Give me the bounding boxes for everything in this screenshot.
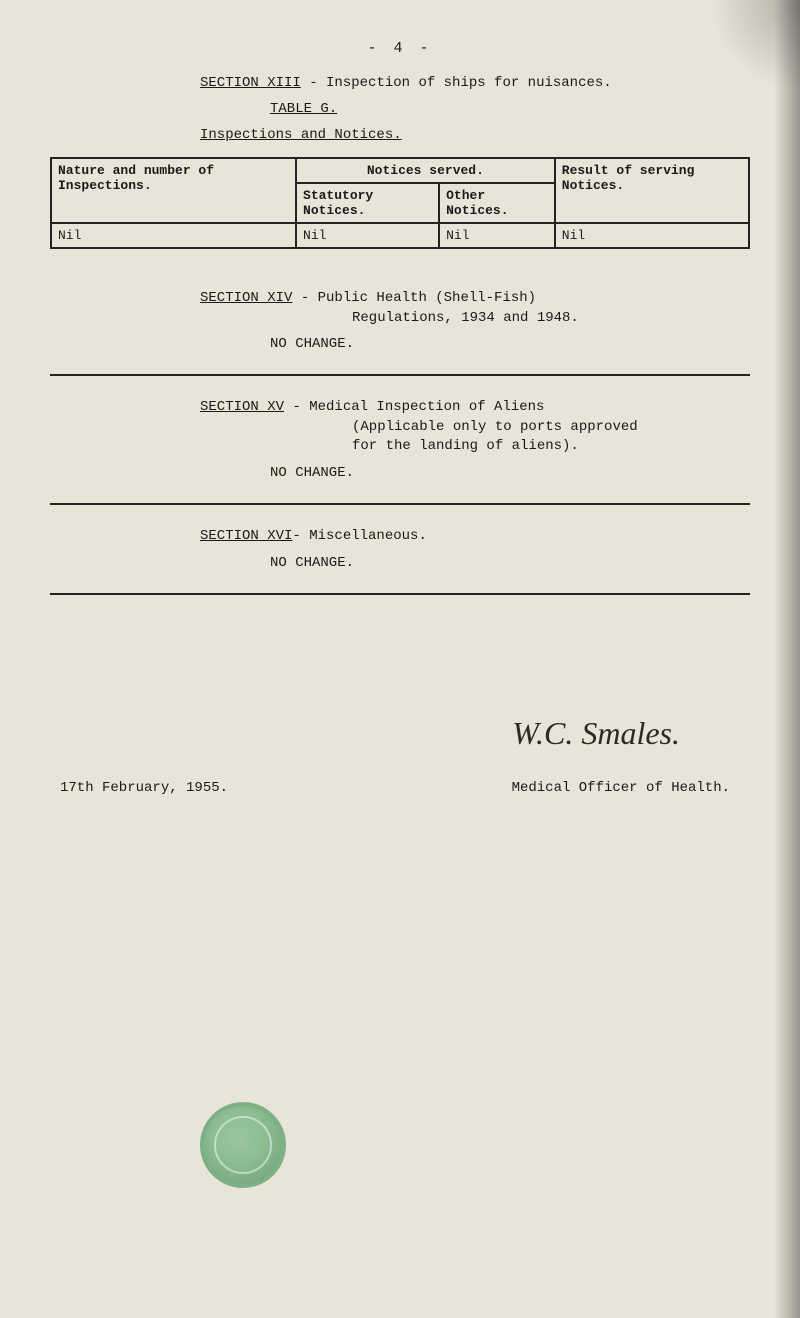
section-14-heading: SECTION XIV - Public Health (Shell-Fish)…	[50, 289, 750, 328]
notices-table: Nature and number of Inspections. Notice…	[50, 157, 750, 249]
table-g-label: TABLE G.	[50, 101, 750, 117]
col-notices-served: Notices served.	[296, 158, 555, 183]
cell-nature: Nil	[51, 223, 296, 248]
footer-role: Medical Officer of Health.	[512, 780, 730, 796]
col-result: Result of serving Notices.	[555, 158, 749, 223]
cell-result: Nil	[555, 223, 749, 248]
section-13-title: SECTION XIII	[200, 75, 301, 91]
inspections-notices-heading: Inspections and Notices.	[50, 127, 750, 143]
section-16-desc: - Miscellaneous.	[292, 528, 426, 544]
section-13-heading: SECTION XIII - Inspection of ships for n…	[50, 75, 750, 91]
section-16-title: SECTION XVI	[200, 528, 292, 544]
section-15-heading: SECTION XV - Medical Inspection of Alien…	[50, 398, 750, 457]
section-15-title: SECTION XV	[200, 399, 284, 415]
section-13-desc: - Inspection of ships for nuisances.	[301, 75, 612, 91]
footer-row: 17th February, 1955. Medical Officer of …	[50, 780, 750, 796]
section-16-nochange: NO CHANGE.	[50, 555, 750, 571]
footer-date: 17th February, 1955.	[60, 780, 228, 796]
page-corner-fold	[710, 0, 800, 90]
section-14-line2: Regulations, 1934 and 1948.	[200, 309, 750, 329]
section-15-line2: (Applicable only to ports approved	[200, 418, 750, 438]
table-header-row-1: Nature and number of Inspections. Notice…	[51, 158, 749, 183]
section-16-heading: SECTION XVI- Miscellaneous.	[50, 527, 750, 547]
col-statutory: Statutory Notices.	[296, 183, 439, 223]
section-15-desc: - Medical Inspection of Aliens	[284, 399, 544, 415]
section-14-title: SECTION XIV	[200, 290, 292, 306]
table-row: Nil Nil Nil Nil	[51, 223, 749, 248]
col-nature: Nature and number of Inspections.	[51, 158, 296, 223]
seal-stamp-icon	[200, 1102, 286, 1188]
col-other: Other Notices.	[439, 183, 555, 223]
cell-statutory: Nil	[296, 223, 439, 248]
section-14-desc: - Public Health (Shell-Fish)	[292, 290, 536, 306]
section-15-nochange: NO CHANGE.	[50, 465, 750, 481]
page-number: - 4 -	[50, 40, 750, 57]
divider	[50, 503, 750, 505]
document-page: - 4 - SECTION XIII - Inspection of ships…	[0, 0, 800, 816]
page-edge-shadow	[774, 0, 800, 1318]
signature: W.C. Smales.	[50, 715, 750, 752]
section-15-line3: for the landing of aliens).	[200, 437, 750, 457]
divider	[50, 374, 750, 376]
divider	[50, 593, 750, 595]
cell-other: Nil	[439, 223, 555, 248]
section-14-nochange: NO CHANGE.	[50, 336, 750, 352]
